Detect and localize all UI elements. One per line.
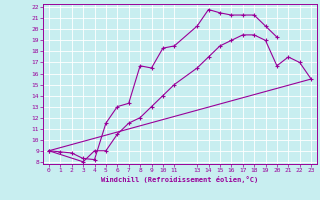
X-axis label: Windchill (Refroidissement éolien,°C): Windchill (Refroidissement éolien,°C) xyxy=(101,176,259,183)
